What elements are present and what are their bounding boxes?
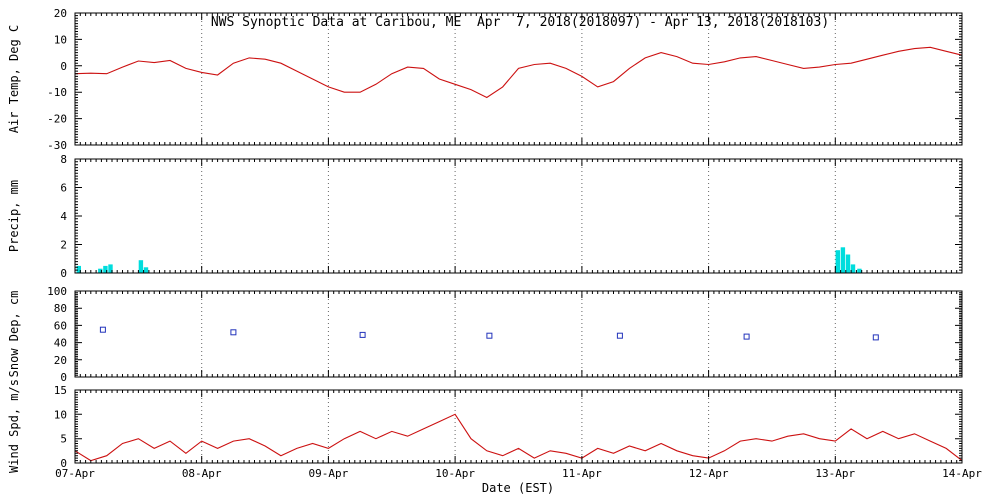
y-tick-label: 6 xyxy=(60,182,67,195)
snow-depth-marker xyxy=(872,334,879,341)
panel-snow-depth: 100 80 60 40 20 0 xyxy=(47,285,963,384)
x-tick-label: 10-Apr xyxy=(435,467,475,480)
precip-bar xyxy=(76,265,81,273)
y-tick-label: 10 xyxy=(54,33,67,46)
x-tick-label: 08-Apr xyxy=(182,467,222,480)
chart-title: NWS Synoptic Data at Caribou, ME Apr 7, … xyxy=(210,15,830,30)
y-tick-label: 100 xyxy=(47,285,67,298)
panel-precip: 8 6 4 2 0 xyxy=(60,153,963,280)
snow-depth-marker xyxy=(359,331,366,338)
x-tick-label: 11-Apr xyxy=(562,467,602,480)
precip-bar xyxy=(98,268,103,273)
precip-bar xyxy=(850,264,856,273)
y-axis-label-precip: Precip, mm xyxy=(7,179,21,253)
y-tick-label: 20 xyxy=(54,354,67,367)
snow-depth-marker xyxy=(743,333,750,340)
y-tick-label: 80 xyxy=(54,302,67,315)
y-tick-label: 4 xyxy=(60,210,67,223)
panel-air-temp: 20 10 0 -10 -20 -30 xyxy=(47,7,963,152)
y-tick-label: 15 xyxy=(54,384,67,397)
air-temp-line xyxy=(74,46,963,99)
x-tick-label: 12-Apr xyxy=(689,467,729,480)
precip-bar xyxy=(845,254,851,273)
precip-bar xyxy=(143,267,149,273)
y-tick-label: -30 xyxy=(47,139,67,152)
x-tick-label: 14-Apr xyxy=(942,467,982,480)
precip-bar xyxy=(103,265,108,273)
y-tick-label: 40 xyxy=(54,337,67,350)
panel-wind-speed: 15 10 5 0 xyxy=(54,384,963,470)
precip-bar xyxy=(840,247,846,273)
wind-speed-line xyxy=(74,413,963,462)
x-tick-label: 07-Apr xyxy=(55,467,95,480)
x-tick-label: 13-Apr xyxy=(815,467,855,480)
y-tick-label: 2 xyxy=(60,239,67,252)
snow-depth-marker xyxy=(616,332,623,339)
y-tick-label: 0 xyxy=(60,371,67,384)
y-tick-label: -20 xyxy=(47,113,67,126)
precip-bar xyxy=(857,268,862,273)
y-tick-label: 20 xyxy=(54,7,67,20)
y-tick-label: 10 xyxy=(54,408,67,421)
snow-depth-marker xyxy=(99,326,106,333)
snow-depth-marker xyxy=(486,332,493,339)
y-tick-label: 0 xyxy=(60,457,67,470)
precip-bar xyxy=(835,250,840,273)
precip-bar xyxy=(138,260,144,273)
y-tick-label: 5 xyxy=(60,433,67,446)
y-tick-label: 60 xyxy=(54,319,67,332)
y-tick-label: 0 xyxy=(60,267,67,280)
precip-bar xyxy=(108,264,113,273)
x-tick-label: 09-Apr xyxy=(309,467,349,480)
y-tick-label: -10 xyxy=(47,86,67,99)
snow-depth-marker xyxy=(230,329,237,336)
y-tick-label: 8 xyxy=(60,153,67,166)
y-axis-label-snow-dep: Snow Dep, cm xyxy=(7,290,21,378)
y-tick-label: 0 xyxy=(60,60,67,73)
y-axis-label-wind-spd: Wind Spd, m/s xyxy=(7,379,21,473)
x-axis-label: Date (EST) xyxy=(481,481,555,495)
y-axis-label-air-temp: Air Temp, Deg C xyxy=(7,24,21,134)
